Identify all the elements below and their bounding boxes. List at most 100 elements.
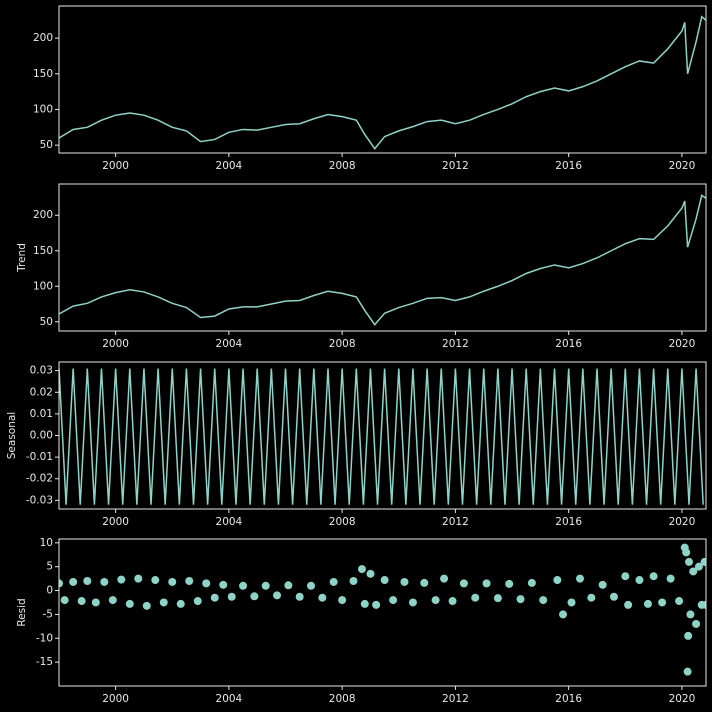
x-tick-label: 2012 xyxy=(442,160,469,172)
axes-frame xyxy=(58,538,707,687)
point xyxy=(261,581,270,590)
point xyxy=(239,581,248,590)
y-axis-label: Resid xyxy=(16,598,28,626)
axes-frame xyxy=(58,361,707,510)
point xyxy=(624,600,633,609)
point xyxy=(539,596,548,605)
point xyxy=(559,610,568,619)
x-tick-label: 2020 xyxy=(669,516,696,528)
point xyxy=(567,598,576,607)
point xyxy=(700,557,706,566)
y-tick-label: 50 xyxy=(40,139,53,151)
point xyxy=(329,577,338,586)
axes-frame xyxy=(58,5,707,154)
point xyxy=(598,580,607,589)
y-tick-label: 10 xyxy=(40,537,53,549)
x-tick-label: 2004 xyxy=(216,516,243,528)
point xyxy=(400,577,409,586)
point xyxy=(493,594,502,603)
point xyxy=(295,592,304,601)
point xyxy=(609,592,618,601)
point xyxy=(142,601,151,610)
x-tick-label: 2008 xyxy=(329,693,356,705)
point xyxy=(349,577,358,585)
point xyxy=(372,600,381,609)
point xyxy=(685,557,694,566)
point xyxy=(273,591,282,600)
point xyxy=(59,579,63,588)
point xyxy=(151,576,160,585)
x-tick-label: 2004 xyxy=(216,338,243,350)
point xyxy=(459,579,468,588)
point xyxy=(621,572,630,581)
x-tick-label: 2000 xyxy=(102,516,129,528)
point xyxy=(108,596,117,605)
point xyxy=(643,599,652,608)
point xyxy=(185,577,194,585)
y-tick-label: 0.01 xyxy=(30,408,53,420)
x-tick-label: 2000 xyxy=(102,338,129,350)
point xyxy=(683,667,692,676)
point xyxy=(527,578,536,587)
point xyxy=(575,574,584,583)
point xyxy=(505,579,514,588)
y-tick-label: 5 xyxy=(46,561,53,573)
y-tick-label: 0.02 xyxy=(30,386,53,398)
y-axis-label: Seasonal xyxy=(6,412,18,459)
data-line xyxy=(59,368,704,505)
point xyxy=(307,581,316,590)
point xyxy=(635,576,644,585)
point xyxy=(100,577,109,586)
y-tick-label: -5 xyxy=(43,608,53,620)
point xyxy=(117,575,126,584)
y-tick-label: 0.03 xyxy=(30,365,53,377)
point xyxy=(431,596,440,605)
y-tick-label: -0.03 xyxy=(26,494,53,506)
y-tick-label: 0 xyxy=(46,585,53,597)
x-tick-label: 2016 xyxy=(555,338,582,350)
point xyxy=(134,574,143,583)
point xyxy=(694,562,703,571)
y-tick-label: -10 xyxy=(36,632,53,644)
y-tick-label: -0.01 xyxy=(26,451,53,463)
point xyxy=(587,593,596,602)
point xyxy=(649,572,658,581)
y-tick-label: 200 xyxy=(33,32,53,44)
point xyxy=(420,578,429,587)
x-tick-label: 2008 xyxy=(329,516,356,528)
point xyxy=(69,577,78,586)
x-tick-label: 2012 xyxy=(442,338,469,350)
point xyxy=(219,580,228,589)
y-tick-label: -0.02 xyxy=(26,473,53,485)
x-tick-label: 2008 xyxy=(329,160,356,172)
point xyxy=(60,596,69,605)
x-tick-label: 2012 xyxy=(442,693,469,705)
x-tick-label: 2016 xyxy=(555,160,582,172)
x-tick-label: 2020 xyxy=(669,338,696,350)
point xyxy=(176,599,185,608)
point xyxy=(83,577,92,585)
point xyxy=(482,579,491,588)
y-tick-label: 150 xyxy=(33,245,53,257)
x-tick-label: 2000 xyxy=(102,160,129,172)
x-tick-label: 2020 xyxy=(669,693,696,705)
point xyxy=(338,596,347,605)
point xyxy=(159,598,168,607)
point xyxy=(366,569,375,578)
y-axis-label: Trend xyxy=(16,243,28,273)
point xyxy=(666,574,675,583)
point xyxy=(193,597,202,606)
point xyxy=(675,597,684,606)
point xyxy=(202,579,211,588)
x-tick-label: 2000 xyxy=(102,693,129,705)
point xyxy=(168,577,177,586)
point xyxy=(227,592,236,601)
x-tick-label: 2004 xyxy=(216,160,243,172)
point xyxy=(658,598,667,607)
y-tick-label: 200 xyxy=(33,209,53,221)
x-tick-label: 2020 xyxy=(669,160,696,172)
point xyxy=(250,592,259,601)
data-line xyxy=(59,15,706,150)
y-tick-label: 0.00 xyxy=(30,430,53,442)
